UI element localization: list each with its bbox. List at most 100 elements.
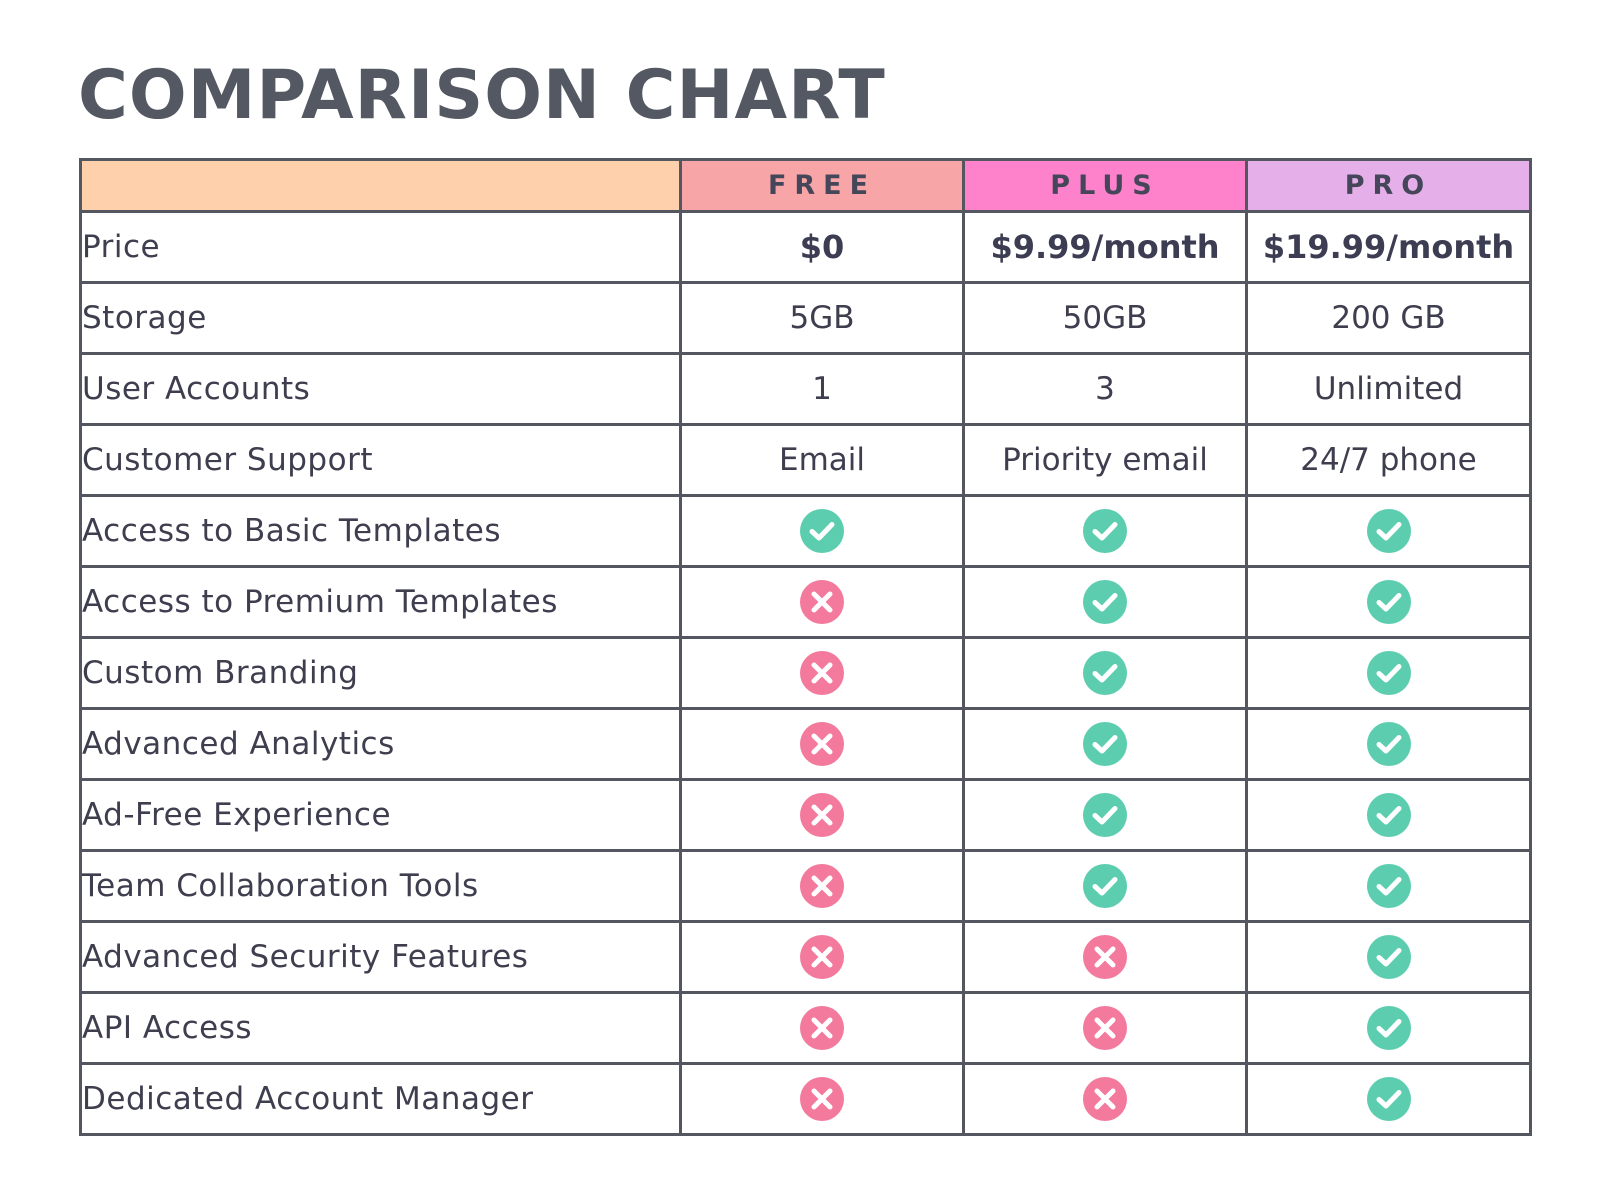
team-collaboration-tools-plus-cell	[962, 849, 1248, 923]
cross-icon	[1082, 934, 1128, 980]
api-access-free-cell	[679, 991, 965, 1065]
advanced-analytics-free-cell	[679, 707, 965, 781]
table-row: API Access	[79, 991, 1532, 1065]
check-icon	[1082, 792, 1128, 838]
advanced-analytics-plus-cell	[962, 707, 1248, 781]
cross-icon	[1082, 1005, 1128, 1051]
custom-branding-pro-cell	[1245, 636, 1532, 710]
advanced-analytics-pro-cell	[1245, 707, 1532, 781]
price-free-value: $0	[679, 210, 965, 284]
comparison-table: FREE PLUS PRO Price $0 $9.99/month $19.99/m…	[79, 158, 1532, 1136]
header-row: FREE PLUS PRO	[79, 158, 1532, 213]
chart-title: COMPARISON CHART	[78, 56, 886, 135]
check-icon	[1366, 1076, 1412, 1122]
check-icon	[1366, 579, 1412, 625]
table-row: Advanced Security Features	[79, 920, 1532, 994]
api-access-plus-cell	[962, 991, 1248, 1065]
feature-label-advanced-security-features: Advanced Security Features	[79, 920, 682, 994]
cross-icon	[1082, 1076, 1128, 1122]
check-icon	[1366, 721, 1412, 767]
check-icon	[1366, 934, 1412, 980]
team-collaboration-tools-free-cell	[679, 849, 965, 923]
custom-branding-free-cell	[679, 636, 965, 710]
table-row: Price $0 $9.99/month $19.99/month	[79, 210, 1532, 284]
table-body: Price $0 $9.99/month $19.99/month Storage 5GB…	[79, 210, 1532, 1136]
advanced-security-features-plus-cell	[962, 920, 1248, 994]
storage-plus-value: 50GB	[962, 281, 1248, 355]
check-icon	[1366, 650, 1412, 696]
advanced-security-features-free-cell	[679, 920, 965, 994]
cross-icon	[799, 650, 845, 696]
feature-label-price: Price	[79, 210, 682, 284]
cross-icon	[799, 721, 845, 767]
feature-label-ad-free-experience: Ad-Free Experience	[79, 778, 682, 852]
feature-label-access-to-basic-templates: Access to Basic Templates	[79, 494, 682, 568]
table-row: Storage 5GB 50GB 200 GB	[79, 281, 1532, 355]
table-row: Access to Basic Templates	[79, 494, 1532, 568]
feature-label-advanced-analytics: Advanced Analytics	[79, 707, 682, 781]
feature-label-storage: Storage	[79, 281, 682, 355]
feature-label-user-accounts: User Accounts	[79, 352, 682, 426]
api-access-pro-cell	[1245, 991, 1532, 1065]
table-row: Ad-Free Experience	[79, 778, 1532, 852]
table-row: Advanced Analytics	[79, 707, 1532, 781]
table-row: Customer Support Email Priority email 24/7 …	[79, 423, 1532, 497]
ad-free-experience-plus-cell	[962, 778, 1248, 852]
feature-label-custom-branding: Custom Branding	[79, 636, 682, 710]
ad-free-experience-pro-cell	[1245, 778, 1532, 852]
cross-icon	[799, 792, 845, 838]
check-icon	[799, 508, 845, 554]
access-to-basic-templates-plus-cell	[962, 494, 1248, 568]
cross-icon	[799, 863, 845, 909]
customer-support-plus-value: Priority email	[962, 423, 1248, 497]
price-pro-value: $19.99/month	[1245, 210, 1532, 284]
check-icon	[1366, 792, 1412, 838]
customer-support-free-value: Email	[679, 423, 965, 497]
price-plus-value: $9.99/month	[962, 210, 1248, 284]
table-row: User Accounts 1 3 Unlimited	[79, 352, 1532, 426]
feature-label-customer-support: Customer Support	[79, 423, 682, 497]
check-icon	[1082, 508, 1128, 554]
storage-pro-value: 200 GB	[1245, 281, 1532, 355]
team-collaboration-tools-pro-cell	[1245, 849, 1532, 923]
header-plus: PLUS	[962, 158, 1248, 213]
access-to-premium-templates-free-cell	[679, 565, 965, 639]
storage-free-value: 5GB	[679, 281, 965, 355]
header-feature-cell	[79, 158, 682, 213]
dedicated-account-manager-plus-cell	[962, 1062, 1248, 1136]
table-row: Dedicated Account Manager	[79, 1062, 1532, 1136]
access-to-basic-templates-pro-cell	[1245, 494, 1532, 568]
ad-free-experience-free-cell	[679, 778, 965, 852]
dedicated-account-manager-pro-cell	[1245, 1062, 1532, 1136]
feature-label-dedicated-account-manager: Dedicated Account Manager	[79, 1062, 682, 1136]
user-accounts-pro-value: Unlimited	[1245, 352, 1532, 426]
feature-label-team-collaboration-tools: Team Collaboration Tools	[79, 849, 682, 923]
access-to-premium-templates-pro-cell	[1245, 565, 1532, 639]
feature-label-api-access: API Access	[79, 991, 682, 1065]
cross-icon	[799, 1076, 845, 1122]
cross-icon	[799, 579, 845, 625]
header-pro: PRO	[1245, 158, 1532, 213]
access-to-basic-templates-free-cell	[679, 494, 965, 568]
access-to-premium-templates-plus-cell	[962, 565, 1248, 639]
user-accounts-free-value: 1	[679, 352, 965, 426]
check-icon	[1082, 650, 1128, 696]
header-free: FREE	[679, 158, 965, 213]
table-row: Custom Branding	[79, 636, 1532, 710]
custom-branding-plus-cell	[962, 636, 1248, 710]
check-icon	[1082, 863, 1128, 909]
table-row: Access to Premium Templates	[79, 565, 1532, 639]
cross-icon	[799, 934, 845, 980]
check-icon	[1366, 1005, 1412, 1051]
check-icon	[1082, 721, 1128, 767]
table-row: Team Collaboration Tools	[79, 849, 1532, 923]
dedicated-account-manager-free-cell	[679, 1062, 965, 1136]
check-icon	[1366, 508, 1412, 554]
check-icon	[1082, 579, 1128, 625]
customer-support-pro-value: 24/7 phone	[1245, 423, 1532, 497]
advanced-security-features-pro-cell	[1245, 920, 1532, 994]
feature-label-access-to-premium-templates: Access to Premium Templates	[79, 565, 682, 639]
cross-icon	[799, 1005, 845, 1051]
user-accounts-plus-value: 3	[962, 352, 1248, 426]
check-icon	[1366, 863, 1412, 909]
